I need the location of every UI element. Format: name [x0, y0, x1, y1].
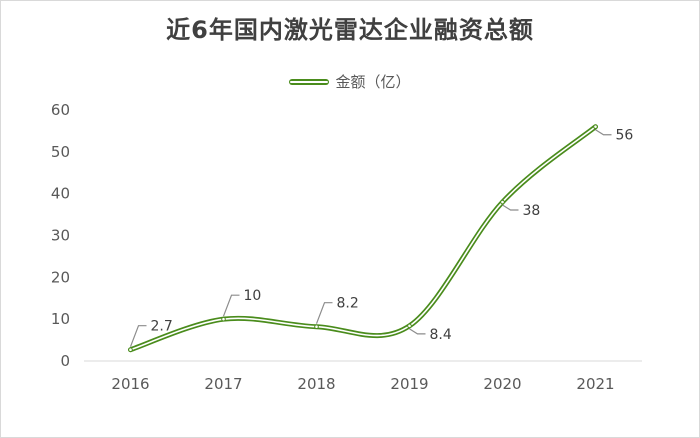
series-line-outline [128, 124, 598, 353]
data-point [128, 347, 133, 353]
data-label-leader [502, 204, 519, 211]
x-tick-label: 2020 [483, 375, 521, 393]
data-label: 8.4 [430, 327, 452, 343]
data-label-leader [315, 302, 333, 324]
data-label-leader [595, 129, 612, 136]
y-tick-label: 40 [51, 185, 70, 203]
y-tick-label: 20 [51, 268, 70, 286]
y-tick-label: 10 [51, 310, 70, 328]
data-label: 8.2 [337, 296, 359, 312]
data-point [407, 323, 412, 329]
data-label: 10 [244, 288, 262, 304]
legend-swatch [289, 77, 330, 87]
x-tick-label: 2018 [297, 375, 335, 393]
data-label-leader [222, 294, 240, 317]
y-tick-label: 30 [51, 227, 70, 245]
y-tick-label: 0 [60, 352, 70, 370]
y-tick-label: 60 [51, 101, 70, 119]
data-point [500, 199, 505, 205]
data-label: 38 [523, 203, 541, 219]
data-label-leader [129, 325, 147, 347]
data-point [314, 324, 319, 329]
y-tick-label: 50 [51, 143, 70, 161]
x-tick-label: 2021 [576, 375, 614, 393]
chart-title: 近6年国内激光雷达企业融资总额 [166, 16, 534, 44]
x-tick-label: 2019 [390, 375, 428, 393]
data-point [221, 316, 226, 322]
data-label-leader [409, 328, 426, 335]
legend-label: 金额（亿） [335, 73, 411, 91]
series-line-inner [129, 125, 597, 351]
data-label: 2.7 [151, 319, 173, 335]
x-tick-label: 2016 [111, 375, 149, 393]
x-tick-label: 2017 [204, 375, 242, 393]
data-point [593, 124, 598, 130]
chart-legend: 金额（亿） [0, 71, 700, 92]
data-label: 56 [616, 128, 634, 144]
